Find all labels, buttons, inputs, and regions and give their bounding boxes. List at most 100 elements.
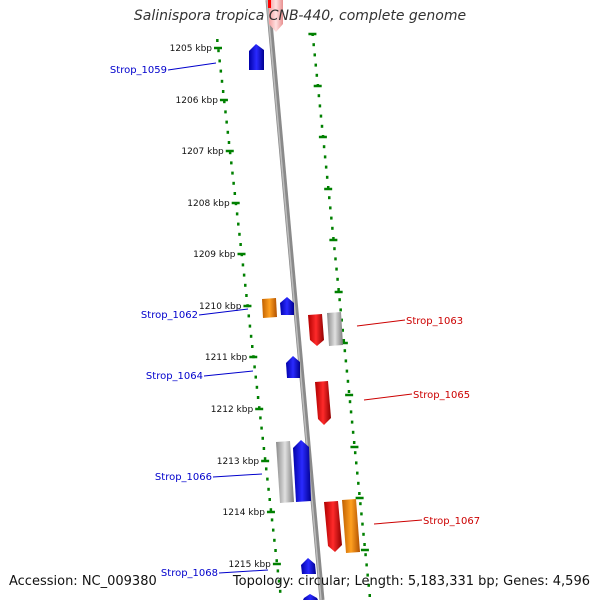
right-track-dot <box>315 73 319 77</box>
left-track-dot <box>218 59 221 63</box>
right-track-dot <box>356 471 359 475</box>
left-track-dot <box>255 385 259 389</box>
left-track-dot <box>264 467 268 471</box>
scale-label: 1208 kbp <box>187 199 230 209</box>
gene-label-strop-1067[interactable]: Strop_1067 <box>423 516 480 527</box>
gene-strop-1063-gray <box>327 312 343 346</box>
left-track-dot <box>249 334 253 338</box>
right-track-dot <box>326 186 330 189</box>
right-track-dot <box>349 410 353 414</box>
left-track-dot <box>266 477 269 481</box>
scale-label: 1207 kbp <box>181 147 224 157</box>
right-track-dot <box>322 145 326 149</box>
gene-strop-1066-gray <box>276 441 294 503</box>
left-track-dot <box>273 538 276 542</box>
left-track-dot <box>239 243 242 246</box>
scale-label: 1206 kbp <box>176 96 219 106</box>
accession-text: Accession: NC_009380 <box>9 574 157 589</box>
right-track-dot <box>362 532 365 536</box>
right-track-dot <box>313 53 316 57</box>
left-track-dot <box>219 69 223 73</box>
left-track-dot <box>245 294 248 297</box>
left-track-dot <box>253 365 256 369</box>
right-track-dot <box>352 441 356 444</box>
left-track-dot <box>238 232 241 236</box>
right-track-dot <box>318 104 322 108</box>
right-track-dot <box>357 481 360 485</box>
right-track-dot <box>319 114 323 118</box>
left-track-dot <box>259 416 262 420</box>
left-track-dot <box>233 192 237 195</box>
right-track-dot <box>330 216 333 220</box>
left-track-dot <box>276 569 280 573</box>
gene-strop-1068 <box>301 558 316 574</box>
right-track-dot <box>367 583 370 587</box>
right-track-dot <box>341 328 345 332</box>
left-track-dot <box>223 100 226 104</box>
gene-label-strop-1068[interactable]: Strop_1068 <box>161 568 218 579</box>
right-track-dot <box>364 553 367 557</box>
scale-label: 1210 kbp <box>199 302 242 312</box>
gene-label-strop-1064[interactable]: Strop_1064 <box>146 371 203 382</box>
genome-backbone <box>265 0 325 601</box>
right-track-dot <box>332 237 335 240</box>
right-track-dot <box>360 512 363 516</box>
left-track-dot <box>269 508 273 512</box>
scale-labels: 1205 kbp 1206 kbp 1207 kbp 1208 kbp 1209 kbp… <box>170 44 272 570</box>
left-track-dot <box>277 579 281 583</box>
right-track-dot <box>346 379 350 383</box>
right-track-dot <box>345 369 349 373</box>
left-track-dot <box>231 171 234 175</box>
right-track-dot <box>336 277 339 281</box>
left-track-dot <box>263 457 267 461</box>
right-track-dot <box>340 318 343 322</box>
left-track-dot <box>262 447 266 450</box>
right-track-dot <box>320 124 324 128</box>
right-track-dot <box>335 267 338 271</box>
scale-label: 1205 kbp <box>170 44 213 54</box>
left-track-dot <box>256 396 260 399</box>
gene-strop-1064 <box>286 356 300 378</box>
right-track-dot <box>354 461 358 465</box>
right-track-dot <box>343 349 347 353</box>
left-track-dot <box>267 487 270 491</box>
gene-label-strop-1059[interactable]: Strop_1059 <box>110 65 167 76</box>
gene-top-pink <box>269 0 283 32</box>
right-track-dot <box>350 420 354 424</box>
right-track-dot <box>363 543 366 546</box>
left-track-dot <box>242 273 246 277</box>
right-track-dot <box>323 155 327 159</box>
left-track-dot <box>225 120 228 124</box>
gene-label-strop-1065[interactable]: Strop_1065 <box>413 390 470 401</box>
left-track-dot <box>261 436 264 440</box>
right-track-dot <box>328 196 331 200</box>
left-track-dot <box>241 263 245 267</box>
gene-strop-1065 <box>315 381 331 425</box>
gene-label-strop-1062[interactable]: Strop_1062 <box>141 310 198 321</box>
gene-strop-1066 <box>293 440 311 502</box>
right-track-dot <box>366 573 369 577</box>
left-track-dot <box>224 110 227 114</box>
left-track-dot <box>268 498 271 501</box>
left-track-dot <box>257 406 261 410</box>
right-track-dot <box>317 94 321 98</box>
left-tick-track <box>214 39 282 593</box>
genome-summary-text: Topology: circular; Length: 5,183,331 bp… <box>232 574 590 589</box>
left-track-dot <box>260 426 263 430</box>
gene-strop-1059 <box>249 44 264 70</box>
gene-label-strop-1063[interactable]: Strop_1063 <box>406 316 463 327</box>
right-track-dot <box>331 226 334 230</box>
left-track-dot <box>248 324 252 328</box>
right-track-dot <box>365 563 368 567</box>
right-track-dot <box>359 502 362 506</box>
gene-strop-1067-orange <box>342 499 360 553</box>
right-track-dot <box>368 594 371 597</box>
right-track-dot <box>333 247 336 251</box>
gene-label-strop-1066[interactable]: Strop_1066 <box>155 472 212 483</box>
left-track-dot <box>232 181 235 185</box>
right-track-dot <box>334 257 337 261</box>
right-track-dot <box>361 522 364 526</box>
right-track-dot <box>348 400 352 404</box>
scale-label: 1213 kbp <box>217 457 260 467</box>
